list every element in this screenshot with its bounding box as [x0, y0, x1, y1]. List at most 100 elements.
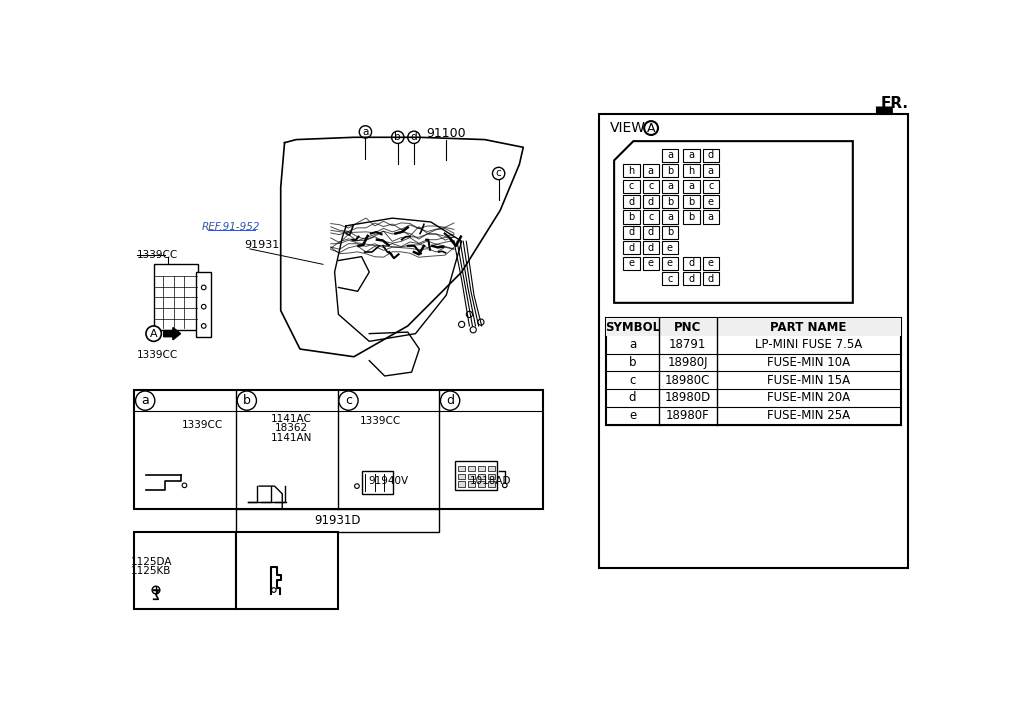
Text: 1339CC: 1339CC	[181, 419, 223, 430]
Text: a: a	[667, 212, 673, 222]
Circle shape	[359, 126, 372, 138]
Text: e: e	[648, 258, 653, 268]
Bar	[643, 195, 658, 208]
Bar	[683, 272, 699, 285]
Bar	[478, 474, 484, 479]
Bar	[487, 466, 495, 472]
Text: c: c	[708, 181, 714, 191]
Bar	[487, 474, 495, 479]
Text: d: d	[708, 150, 714, 161]
Bar	[662, 272, 678, 285]
Text: c: c	[648, 212, 653, 222]
Circle shape	[202, 285, 206, 290]
Text: 18980J: 18980J	[668, 356, 708, 369]
Text: 1339CC: 1339CC	[359, 416, 400, 425]
Circle shape	[182, 483, 186, 488]
Text: d: d	[647, 196, 653, 206]
Text: d: d	[446, 394, 454, 407]
Text: d: d	[629, 243, 635, 253]
Bar	[643, 180, 658, 193]
Text: d: d	[688, 273, 694, 284]
Circle shape	[153, 586, 160, 594]
Text: FUSE-MIN 10A: FUSE-MIN 10A	[767, 356, 850, 369]
Bar	[458, 481, 465, 487]
Bar	[599, 114, 908, 569]
Text: a: a	[688, 181, 694, 191]
Text: b: b	[688, 212, 694, 222]
Circle shape	[354, 483, 359, 489]
Circle shape	[493, 167, 505, 180]
Text: c: c	[629, 181, 634, 191]
Text: d: d	[708, 273, 714, 284]
Circle shape	[644, 121, 658, 135]
Bar	[478, 481, 484, 487]
Text: e: e	[629, 258, 635, 268]
Bar	[683, 210, 699, 223]
Text: 1141AC: 1141AC	[271, 414, 312, 424]
Bar	[362, 470, 393, 494]
Text: d: d	[629, 196, 635, 206]
Text: e: e	[708, 258, 714, 268]
Text: a: a	[708, 212, 714, 222]
Text: a: a	[667, 150, 673, 161]
Bar	[468, 466, 475, 472]
Bar	[683, 257, 699, 270]
Polygon shape	[196, 272, 211, 337]
Bar	[458, 474, 465, 479]
Circle shape	[466, 311, 472, 318]
Circle shape	[271, 587, 276, 593]
Circle shape	[202, 305, 206, 309]
Text: PART NAME: PART NAME	[770, 321, 847, 334]
Text: d: d	[647, 243, 653, 253]
Text: a: a	[708, 166, 714, 176]
Bar	[702, 210, 719, 223]
Text: c: c	[648, 181, 653, 191]
Bar	[478, 466, 484, 472]
Text: e: e	[629, 409, 636, 422]
Text: c: c	[630, 374, 636, 387]
Text: e: e	[667, 258, 673, 268]
Bar	[702, 149, 719, 162]
Bar	[702, 195, 719, 208]
Circle shape	[459, 321, 465, 327]
Text: b: b	[667, 166, 673, 176]
Circle shape	[470, 326, 476, 333]
Text: h: h	[688, 166, 694, 176]
Text: 18980F: 18980F	[666, 409, 710, 422]
Bar	[683, 164, 699, 177]
Text: h: h	[629, 166, 635, 176]
Text: SYMBOL: SYMBOL	[605, 321, 660, 334]
Circle shape	[503, 483, 507, 488]
Text: FR.: FR.	[881, 97, 908, 111]
Bar	[624, 257, 640, 270]
Text: A: A	[150, 329, 158, 339]
Bar	[237, 509, 439, 532]
Text: a: a	[667, 181, 673, 191]
Bar	[662, 226, 678, 239]
Bar	[606, 318, 900, 425]
Text: a: a	[648, 166, 653, 176]
Text: 91100: 91100	[426, 127, 466, 140]
Text: REF.91-952: REF.91-952	[202, 222, 260, 233]
Circle shape	[146, 326, 162, 342]
Bar	[468, 474, 475, 479]
Bar	[683, 149, 699, 162]
Bar	[662, 149, 678, 162]
Text: d: d	[629, 391, 636, 404]
Bar	[134, 532, 237, 609]
Text: 18791: 18791	[669, 338, 707, 351]
Bar	[624, 210, 640, 223]
Text: 1339CC: 1339CC	[137, 250, 178, 260]
Text: b: b	[629, 212, 635, 222]
Text: a: a	[688, 150, 694, 161]
Text: 18980C: 18980C	[665, 374, 711, 387]
Text: 1125DA: 1125DA	[131, 557, 172, 566]
Bar	[455, 461, 497, 490]
Text: FUSE-MIN 20A: FUSE-MIN 20A	[767, 391, 850, 404]
Text: b: b	[629, 356, 636, 369]
Text: c: c	[345, 394, 352, 407]
Text: 18362: 18362	[274, 423, 308, 433]
Bar	[624, 195, 640, 208]
Circle shape	[391, 131, 403, 143]
Bar	[662, 241, 678, 254]
